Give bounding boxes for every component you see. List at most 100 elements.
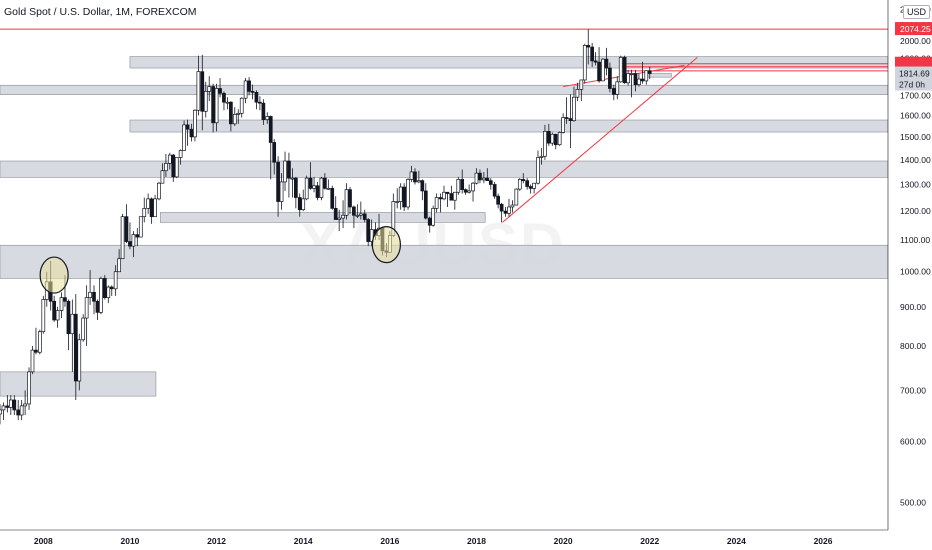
candle-body	[19, 405, 24, 416]
candle-body	[539, 155, 544, 158]
candle	[471, 181, 475, 202]
x-tick-label: 2026	[814, 536, 833, 546]
candle	[647, 66, 652, 80]
highlight-circle-1	[371, 226, 401, 264]
candle	[287, 152, 291, 198]
candle	[142, 197, 147, 223]
candle	[239, 97, 244, 118]
x-tick-label: 2016	[380, 536, 399, 546]
candle-body	[218, 88, 222, 94]
candle-body	[499, 203, 504, 212]
candle-body	[593, 60, 598, 63]
candle	[294, 176, 298, 209]
y-tick-label: 600.00	[900, 437, 926, 447]
candle	[467, 184, 471, 194]
candle-body	[637, 78, 641, 86]
y-tick-label: 700.00	[900, 385, 926, 395]
candle-body	[326, 187, 331, 190]
candle	[323, 173, 327, 190]
candle-body	[304, 177, 309, 200]
candle	[102, 275, 107, 300]
candle-body	[8, 399, 13, 408]
candle	[113, 265, 118, 296]
candle	[362, 209, 367, 223]
candle	[124, 204, 129, 244]
candle-body	[503, 210, 508, 214]
candle	[536, 150, 540, 185]
candle-body	[236, 112, 241, 115]
candle	[517, 178, 522, 191]
currency-button[interactable]: USD	[903, 5, 931, 19]
candle-body	[117, 258, 121, 273]
zone-rect-5	[0, 244, 889, 279]
zone-rect-4	[159, 212, 486, 223]
candle	[1, 402, 6, 421]
candle-body	[258, 101, 262, 104]
candle	[618, 55, 623, 83]
candle	[413, 168, 417, 185]
candle-body	[488, 180, 493, 185]
candle	[431, 205, 436, 227]
candle	[304, 175, 309, 201]
candle	[312, 176, 316, 193]
candle-body	[478, 172, 482, 181]
candle-body	[629, 73, 634, 75]
candle-body	[564, 117, 569, 119]
candle	[366, 218, 371, 247]
candle	[514, 188, 519, 206]
candle	[521, 173, 526, 184]
candle	[254, 90, 259, 110]
candle	[525, 178, 530, 190]
candle	[337, 209, 342, 232]
candle	[622, 55, 627, 84]
y-tick-label: 1600.00	[900, 110, 931, 120]
candle	[482, 171, 486, 184]
candle-body	[149, 198, 154, 218]
candle-body	[160, 170, 165, 184]
candle	[77, 333, 82, 391]
candle-body	[174, 157, 179, 178]
zone-rect-1	[0, 84, 889, 95]
candle-body	[138, 216, 143, 238]
candle	[420, 179, 425, 201]
candle	[417, 170, 421, 184]
candle	[492, 181, 497, 199]
zone-rect-2	[129, 119, 889, 133]
candle-body	[16, 409, 21, 416]
candle-body	[247, 80, 251, 92]
candle	[344, 183, 349, 220]
candle	[575, 82, 580, 102]
y-tick-label: 900.00	[900, 302, 926, 312]
candle	[463, 188, 468, 195]
candle-body	[319, 177, 324, 198]
candle	[131, 231, 136, 258]
candle-body	[84, 297, 89, 319]
candle-body	[568, 118, 573, 122]
x-tick-label: 2024	[727, 536, 746, 546]
candle-body	[30, 349, 35, 373]
y-tick-label: 1500.00	[900, 132, 931, 142]
candle-body	[449, 193, 454, 201]
candle-body	[395, 201, 400, 203]
price-label-bg	[895, 22, 932, 36]
candle-body	[1, 405, 6, 411]
candle-body	[341, 214, 345, 219]
candle-body	[431, 207, 436, 226]
y-tick-label: 1200.00	[900, 206, 931, 216]
candle-body	[420, 180, 425, 192]
candle-body	[507, 206, 511, 214]
candle-body	[644, 70, 649, 82]
candle	[644, 70, 649, 85]
candle-body	[647, 70, 652, 74]
candle-body	[95, 300, 100, 313]
candle	[225, 97, 230, 110]
candle	[261, 99, 266, 125]
candle-body	[366, 219, 371, 242]
candle-body	[70, 313, 75, 335]
candle-body	[250, 91, 255, 93]
candle	[247, 77, 251, 96]
candle	[488, 178, 493, 190]
candle	[355, 204, 360, 219]
y-tick-label: 800.00	[900, 341, 926, 351]
